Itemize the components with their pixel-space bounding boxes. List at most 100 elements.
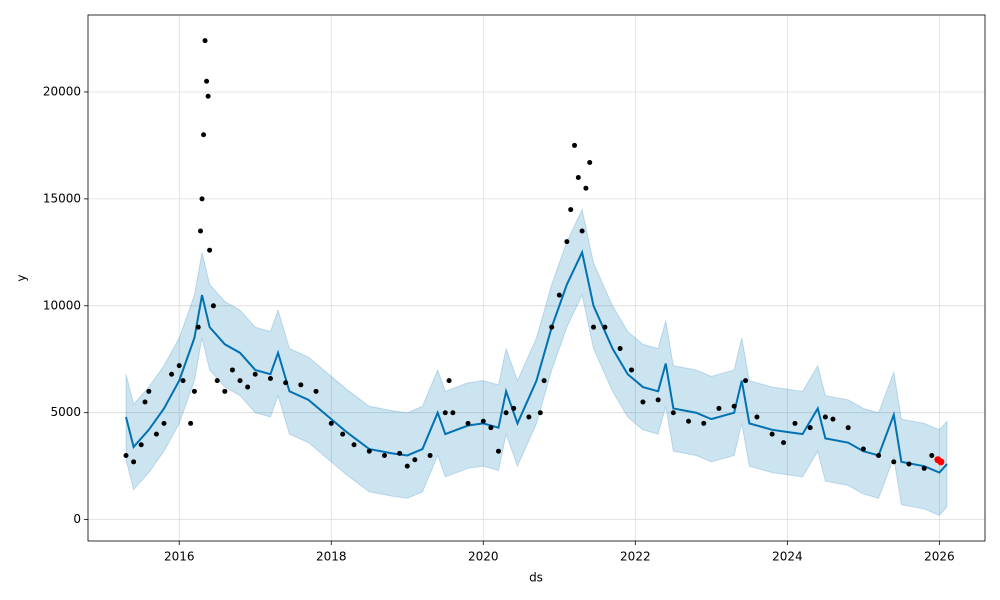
y-tick-label: 5000: [50, 405, 81, 419]
x-tick-label: 2026: [924, 550, 955, 564]
data-point: [328, 420, 334, 426]
data-point: [541, 378, 547, 384]
data-point: [123, 452, 129, 458]
data-point: [188, 420, 194, 426]
x-tick-label: 2020: [468, 550, 499, 564]
data-point: [465, 420, 471, 426]
data-point: [655, 397, 661, 403]
data-point: [252, 371, 258, 377]
data-point: [131, 459, 137, 465]
data-point: [511, 405, 517, 411]
data-point: [161, 420, 167, 426]
data-point: [906, 461, 912, 467]
data-point: [860, 446, 866, 452]
x-tick-label: 2018: [316, 550, 347, 564]
data-point: [754, 414, 760, 420]
x-axis-label: ds: [529, 571, 543, 585]
data-point: [245, 384, 251, 390]
data-point: [564, 239, 570, 245]
data-point: [807, 425, 813, 431]
y-tick-label: 15000: [43, 191, 81, 205]
data-point: [214, 378, 220, 384]
data-point: [876, 452, 882, 458]
data-point: [237, 378, 243, 384]
data-point: [205, 93, 211, 99]
data-point: [568, 207, 574, 213]
data-point: [427, 452, 433, 458]
data-point: [537, 410, 543, 416]
plot-frame: [87, 14, 986, 542]
data-point: [526, 414, 532, 420]
data-point: [556, 292, 562, 298]
data-point: [199, 196, 205, 202]
data-point: [743, 378, 749, 384]
data-point: [891, 459, 897, 465]
data-point: [572, 142, 578, 148]
data-point: [446, 378, 452, 384]
data-point: [222, 388, 228, 394]
data-point: [629, 367, 635, 373]
data-point: [503, 410, 509, 416]
uncertainty-band: [125, 208, 948, 516]
data-point: [937, 458, 945, 466]
data-point: [617, 346, 623, 352]
data-point: [397, 450, 403, 456]
data-point: [769, 431, 775, 437]
data-point: [701, 420, 707, 426]
data-point: [210, 303, 216, 309]
data-point: [298, 382, 304, 388]
data-point: [176, 363, 182, 369]
data-point: [716, 405, 722, 411]
data-point: [202, 38, 208, 44]
data-point: [495, 448, 501, 454]
data-point: [549, 324, 555, 330]
data-point: [207, 247, 213, 253]
data-point: [781, 440, 787, 446]
data-point: [488, 425, 494, 431]
data-point: [351, 442, 357, 448]
y-tick-label: 0: [73, 512, 81, 526]
data-point: [201, 132, 207, 138]
data-point: [845, 425, 851, 431]
data-point: [792, 420, 798, 426]
data-point: [198, 228, 204, 234]
data-point: [340, 431, 346, 437]
data-point: [267, 375, 273, 381]
data-point: [480, 418, 486, 424]
data-point: [686, 418, 692, 424]
data-point: [404, 463, 410, 469]
data-point: [169, 371, 175, 377]
data-point: [412, 457, 418, 463]
data-point: [283, 380, 289, 386]
data-point: [583, 185, 589, 191]
x-tick-label: 2022: [620, 550, 651, 564]
data-point: [579, 228, 585, 234]
data-point: [366, 448, 372, 454]
data-point: [153, 431, 159, 437]
data-point: [822, 414, 828, 420]
data-point: [138, 442, 144, 448]
data-point: [204, 78, 210, 84]
data-point: [670, 410, 676, 416]
data-point: [195, 324, 201, 330]
data-point: [229, 367, 235, 373]
data-point: [640, 399, 646, 405]
x-tick-label: 2016: [164, 550, 195, 564]
data-point: [731, 403, 737, 409]
data-point: [313, 388, 319, 394]
data-point: [921, 465, 927, 471]
data-point: [442, 410, 448, 416]
data-point: [142, 399, 148, 405]
data-point: [830, 416, 836, 422]
data-point: [591, 324, 597, 330]
data-point: [450, 410, 456, 416]
data-point: [575, 175, 581, 181]
data-point: [381, 452, 387, 458]
y-tick-label: 10000: [43, 298, 81, 312]
data-point: [929, 452, 935, 458]
forecast-line: [125, 249, 948, 474]
x-tick-label: 2024: [772, 550, 803, 564]
data-point: [146, 388, 152, 394]
